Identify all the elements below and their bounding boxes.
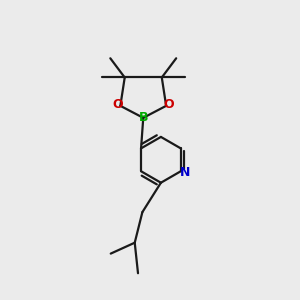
Text: O: O [164,98,174,111]
Text: N: N [179,166,190,179]
Text: B: B [139,111,148,124]
Text: O: O [112,98,123,111]
